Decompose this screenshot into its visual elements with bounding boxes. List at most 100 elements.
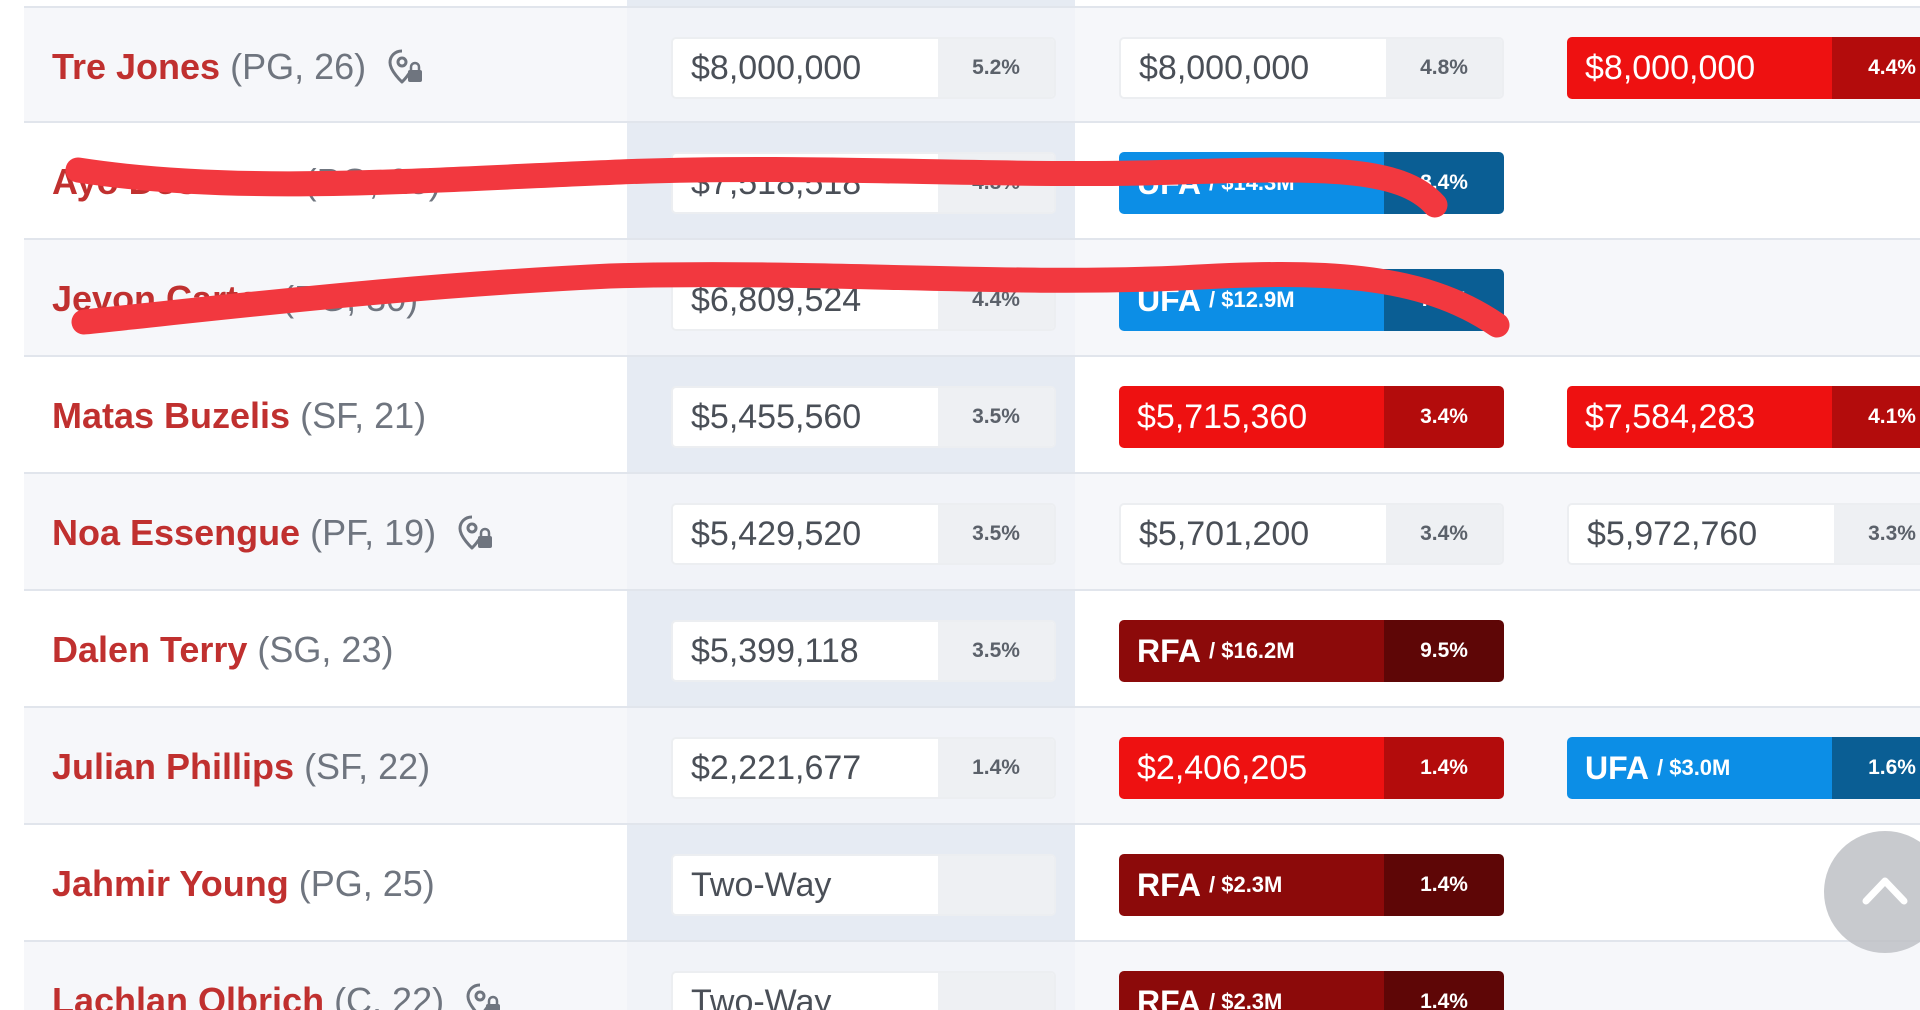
salary-cell-col2: UFA / $14.3M 8.4%	[1119, 152, 1504, 214]
cap-percentage: 1.4%	[1384, 737, 1504, 799]
player-position-age: (C, 22)	[334, 979, 445, 1010]
salary-cell-col2: RFA / $16.2M 9.5%	[1119, 620, 1504, 682]
location-lock-icon	[464, 981, 504, 1010]
player-name-link[interactable]: Julian Phillips	[52, 745, 295, 787]
player-position-age: (SF, 21)	[300, 394, 427, 436]
salary-amount: $7,584,283	[1567, 386, 1832, 448]
player-cell: Ayo Dosunmu (PG, 25)	[52, 123, 441, 240]
salary-amount: $8,000,000	[691, 48, 862, 87]
salary-cell-col1: $5,429,520 3.5%	[671, 503, 1056, 565]
cap-percentage: 4.1%	[1832, 386, 1920, 448]
salary-cell-col1: $8,000,000 5.2%	[671, 37, 1056, 99]
cap-percentage: 3.4%	[1384, 386, 1504, 448]
player-cell: Lachlan Olbrich (C, 22)	[52, 942, 504, 1010]
player-name-link[interactable]: Lachlan Olbrich	[52, 979, 325, 1010]
free-agent-tag: UFA	[1585, 749, 1649, 786]
table-row: Noa Essengue (PF, 19) $5,429,520 3.5% $5,701…	[24, 474, 1920, 591]
free-agent-value: / $2.3M	[1209, 989, 1283, 1010]
salary-cell-col1: $7,518,518 4.8%	[671, 152, 1056, 214]
player-cell: Jevon Carter (PG, 30)	[52, 240, 418, 357]
player-name-link[interactable]: Matas Buzelis	[52, 394, 291, 436]
cap-percentage: 4.8%	[938, 154, 1054, 212]
cap-percentage: 3.3%	[1834, 505, 1920, 563]
player-cell: Julian Phillips (SF, 22)	[52, 708, 430, 825]
cap-percentage	[938, 856, 1054, 914]
salary-cell-col2: UFA / $12.9M 7.6%	[1119, 269, 1504, 331]
salary-cell-col3: $5,972,760 3.3%	[1567, 503, 1920, 565]
cap-percentage: 3.5%	[938, 505, 1054, 563]
cap-percentage: 8.4%	[1384, 152, 1504, 214]
salary-amount: $7,518,518	[691, 163, 862, 202]
table-row: Jahmir Young (PG, 25) Two-Way RFA / $2.3M 1.4…	[24, 825, 1920, 942]
player-position-age: (SG, 23)	[257, 628, 394, 670]
salary-cell-col1: $2,221,677 1.4%	[671, 737, 1056, 799]
salary-amount: $2,221,677	[691, 748, 862, 787]
salary-cell-col2: $5,715,360 3.4%	[1119, 386, 1504, 448]
salary-cell-col2: $2,406,205 1.4%	[1119, 737, 1504, 799]
salary-cell-col2: $5,701,200 3.4%	[1119, 503, 1504, 565]
player-cell: Tre Jones (PG, 26)	[52, 8, 426, 125]
salary-cell-col1: $5,399,118 3.5%	[671, 620, 1056, 682]
free-agent-tag: RFA	[1137, 632, 1201, 669]
cap-percentage: 4.4%	[938, 271, 1054, 329]
table-row: Matas Buzelis (SF, 21) $5,455,560 3.5% $5,71…	[24, 357, 1920, 474]
salary-cell-col2: RFA / $2.3M 1.4%	[1119, 854, 1504, 916]
salary-cell-col3: UFA / $3.0M 1.6%	[1567, 737, 1920, 799]
cap-percentage: 7.6%	[1384, 269, 1504, 331]
salary-amount: $5,701,200	[1139, 514, 1310, 553]
cap-percentage: 3.4%	[1386, 505, 1502, 563]
salary-amount: $5,399,118	[691, 631, 859, 670]
free-agent-amount: UFA / $12.9M	[1119, 269, 1384, 331]
player-position-age: (PG, 26)	[230, 45, 367, 87]
free-agent-value: / $2.3M	[1209, 872, 1283, 897]
chevron-up-icon	[1862, 877, 1908, 905]
salary-amount: Two-Way	[691, 865, 832, 904]
cap-percentage: 3.5%	[938, 388, 1054, 446]
player-name-link[interactable]: Dalen Terry	[52, 628, 248, 670]
player-name-link[interactable]: Tre Jones	[52, 45, 221, 87]
player-position-age: (PG, 25)	[304, 160, 441, 202]
salary-amount: Two-Way	[691, 982, 832, 1010]
salary-cell-col1: $5,455,560 3.5%	[671, 386, 1056, 448]
salary-cell-col2: RFA / $2.3M 1.4%	[1119, 971, 1504, 1010]
player-position-age: (SF, 22)	[304, 745, 431, 787]
location-lock-icon	[456, 513, 496, 553]
player-name-link[interactable]: Ayo Dosunmu	[52, 160, 295, 202]
free-agent-amount: RFA / $2.3M	[1119, 854, 1384, 916]
salary-amount: $8,000,000	[1139, 48, 1310, 87]
free-agent-amount: RFA / $16.2M	[1119, 620, 1384, 682]
salary-amount: $5,972,760	[1587, 514, 1758, 553]
salary-amount: $5,455,560	[691, 397, 862, 436]
table-row: Lachlan Olbrich (C, 22) Two-Way RFA / $2.3M 1…	[24, 942, 1920, 1010]
salary-amount: $6,809,524	[691, 280, 862, 319]
cap-percentage: 1.4%	[1384, 854, 1504, 916]
player-position-age: (PF, 19)	[310, 511, 437, 553]
free-agent-tag: RFA	[1137, 866, 1201, 903]
salary-amount: $5,429,520	[691, 514, 862, 553]
cap-percentage: 1.4%	[1384, 971, 1504, 1010]
free-agent-value: / $16.2M	[1209, 638, 1295, 663]
table-row: Dalen Terry (SG, 23) $5,399,118 3.5% RFA / $1…	[24, 591, 1920, 708]
salary-cell-col3: $7,584,283 4.1%	[1567, 386, 1920, 448]
free-agent-value: / $3.0M	[1657, 755, 1731, 780]
player-cell: Dalen Terry (SG, 23)	[52, 591, 393, 708]
location-lock-icon	[386, 47, 426, 87]
table-row: Julian Phillips (SF, 22) $2,221,677 1.4% $2,…	[24, 708, 1920, 825]
free-agent-amount: UFA / $3.0M	[1567, 737, 1832, 799]
player-name-link[interactable]: Jahmir Young	[52, 862, 289, 904]
player-name-link[interactable]: Jevon Carter	[52, 277, 273, 319]
cap-percentage: 5.2%	[938, 39, 1054, 97]
salary-amount: $5,715,360	[1119, 386, 1384, 448]
cap-percentage: 4.4%	[1832, 37, 1920, 99]
salary-cell-col3: $8,000,000 4.4%	[1567, 37, 1920, 99]
scroll-to-top-button[interactable]	[1824, 831, 1920, 953]
free-agent-tag: UFA	[1137, 281, 1201, 318]
free-agent-value: / $12.9M	[1209, 287, 1295, 312]
salary-cell-col2: $8,000,000 4.8%	[1119, 37, 1504, 99]
player-cell: Jahmir Young (PG, 25)	[52, 825, 435, 942]
cap-percentage: 4.8%	[1386, 39, 1502, 97]
free-agent-value: / $14.3M	[1209, 170, 1295, 195]
player-name-link[interactable]: Noa Essengue	[52, 511, 301, 553]
salary-cell-col1: Two-Way	[671, 854, 1056, 916]
